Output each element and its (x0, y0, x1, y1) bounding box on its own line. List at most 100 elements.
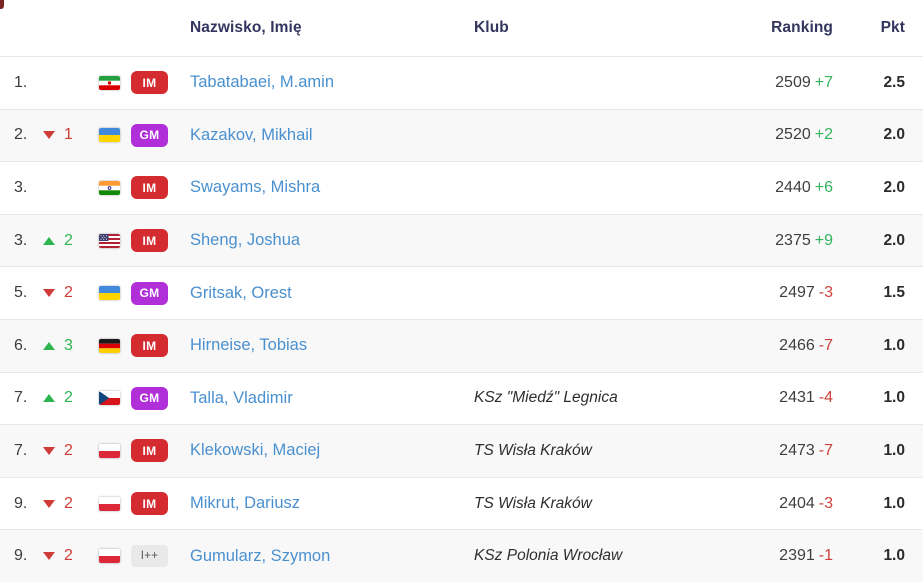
points-cell: 1.0 (883, 441, 905, 459)
rank-change-value: 2 (64, 441, 73, 459)
rank-change-value: 2 (64, 547, 73, 565)
table-row: 3. 2 IM Sheng, Joshua 2375 +9 2.0 (0, 213, 923, 267)
rank-cell: 5. (14, 284, 28, 302)
rating-cell: 2431 -4 (708, 389, 833, 407)
rank-change-value: 3 (64, 336, 73, 354)
player-name-link[interactable]: Tabatabaei, M.amin (190, 73, 334, 92)
rating-change: -7 (818, 441, 833, 459)
header-points-label: Pkt (880, 19, 905, 36)
player-name-link[interactable]: Kazakov, Mikhail (190, 125, 313, 144)
rating-change: +9 (814, 231, 833, 249)
header-ranking-label: Ranking (771, 19, 833, 36)
table-row: 7. 2 GM Talla, Vladimir KSz "Miedź" Legn… (0, 371, 923, 425)
rank-cell: 9. (14, 494, 28, 512)
flag-iran-icon (99, 75, 120, 90)
player-name-link[interactable]: Swayams, Mishra (190, 178, 321, 197)
title-badge: IM (131, 439, 168, 463)
player-name-link[interactable]: Klekowski, Maciej (190, 441, 321, 460)
rank-cell: 9. (14, 547, 28, 565)
flag-ukraine-icon (99, 128, 120, 143)
rank-up-icon (43, 341, 55, 350)
table-row: 9. 2 IM Mikrut, Dariusz TS Wisła Kraków … (0, 476, 923, 530)
rating-value: 2391 (779, 547, 815, 565)
rating-value: 2497 (779, 284, 815, 302)
club-cell: KSz "Miedź" Legnica (474, 389, 618, 407)
points-cell: 2.0 (883, 231, 905, 249)
player-name-link[interactable]: Gumularz, Szymon (190, 546, 331, 565)
rating-value: 2473 (779, 441, 815, 459)
rating-change: +7 (814, 73, 833, 91)
title-badge: I++ (131, 545, 168, 568)
player-name-link[interactable]: Hirneise, Tobias (190, 336, 308, 355)
rank-change: 2 (42, 284, 99, 302)
rating-change: -4 (818, 389, 833, 407)
rank-up-icon (43, 394, 55, 403)
rating-cell: 2473 -7 (708, 442, 833, 460)
rating-cell: 2404 -3 (708, 495, 833, 513)
flag-usa-icon (99, 233, 120, 248)
player-name-link[interactable]: Mikrut, Dariusz (190, 494, 301, 513)
title-badge: IM (131, 176, 168, 200)
points-cell: 1.0 (883, 494, 905, 512)
points-cell: 2.0 (883, 178, 905, 196)
rating-cell: 2509 +7 (708, 74, 833, 92)
rank-change-value: 2 (64, 389, 73, 407)
table-row: 9. 2 I++ Gumularz, Szymon KSz Polonia Wr… (0, 529, 923, 582)
rating-cell: 2391 -1 (708, 547, 833, 565)
rating-cell: 2440 +6 (708, 179, 833, 197)
rating-cell: 2497 -3 (708, 284, 833, 302)
rating-value: 2404 (779, 494, 815, 512)
rank-change: 3 (42, 337, 99, 355)
rank-change-value: 2 (64, 494, 73, 512)
rating-value: 2520 (775, 126, 811, 144)
rating-change: -3 (818, 284, 833, 302)
rank-down-icon (43, 289, 55, 298)
player-name-link[interactable]: Gritsak, Orest (190, 283, 292, 302)
header-name-label: Nazwisko, Imię (190, 19, 302, 36)
title-badge: GM (131, 281, 168, 305)
flag-poland-icon (99, 549, 120, 564)
rating-value: 2440 (775, 178, 811, 196)
flag-ukraine-icon (99, 286, 120, 301)
flag-poland-icon (99, 443, 120, 458)
rating-change: -7 (818, 336, 833, 354)
rank-down-icon (43, 499, 55, 508)
title-badge: IM (131, 492, 168, 516)
title-badge: GM (131, 386, 168, 410)
table-row: 6. 3 IM Hirneise, Tobias 2466 -7 1.0 (0, 318, 923, 372)
title-badge: IM (131, 71, 168, 95)
rank-change-value: 2 (64, 231, 73, 249)
title-badge: GM (131, 123, 168, 147)
player-name-link[interactable]: Sheng, Joshua (190, 231, 301, 250)
flag-india-icon (99, 180, 120, 195)
rating-change: +2 (814, 126, 833, 144)
points-cell: 2.5 (883, 73, 905, 91)
flag-poland-icon (99, 496, 120, 511)
rating-change: +6 (814, 178, 833, 196)
header-club-label: Klub (474, 19, 509, 36)
title-badge: IM (131, 229, 168, 253)
rank-change: 2 (42, 389, 99, 407)
table-row: 7. 2 IM Klekowski, Maciej TS Wisła Krakó… (0, 424, 923, 477)
rating-value: 2509 (775, 73, 811, 91)
rank-cell: 3. (14, 178, 28, 196)
standings-table-body: 1. IM Tabatabaei, M.amin 2509 +7 2.5 2. 1… (0, 56, 923, 582)
rank-down-icon (43, 131, 55, 140)
club-cell: KSz Polonia Wrocław (474, 547, 623, 565)
rank-change-value: 2 (64, 284, 73, 302)
rating-value: 2431 (779, 389, 815, 407)
rank-cell: 7. (14, 441, 28, 459)
rating-value: 2375 (775, 231, 811, 249)
rating-change: -1 (818, 547, 833, 565)
points-cell: 1.0 (883, 389, 905, 407)
rank-down-icon (43, 446, 55, 455)
rank-change: 2 (42, 232, 99, 250)
table-header-row: Nazwisko, Imię Klub Ranking Pkt (0, 0, 923, 56)
club-cell: TS Wisła Kraków (474, 494, 592, 512)
rank-cell: 7. (14, 389, 28, 407)
rank-change: 1 (42, 126, 99, 144)
points-cell: 1.5 (883, 284, 905, 302)
table-row: 5. 2 GM Gritsak, Orest 2497 -3 1.5 (0, 266, 923, 319)
player-name-link[interactable]: Talla, Vladimir (190, 388, 293, 407)
